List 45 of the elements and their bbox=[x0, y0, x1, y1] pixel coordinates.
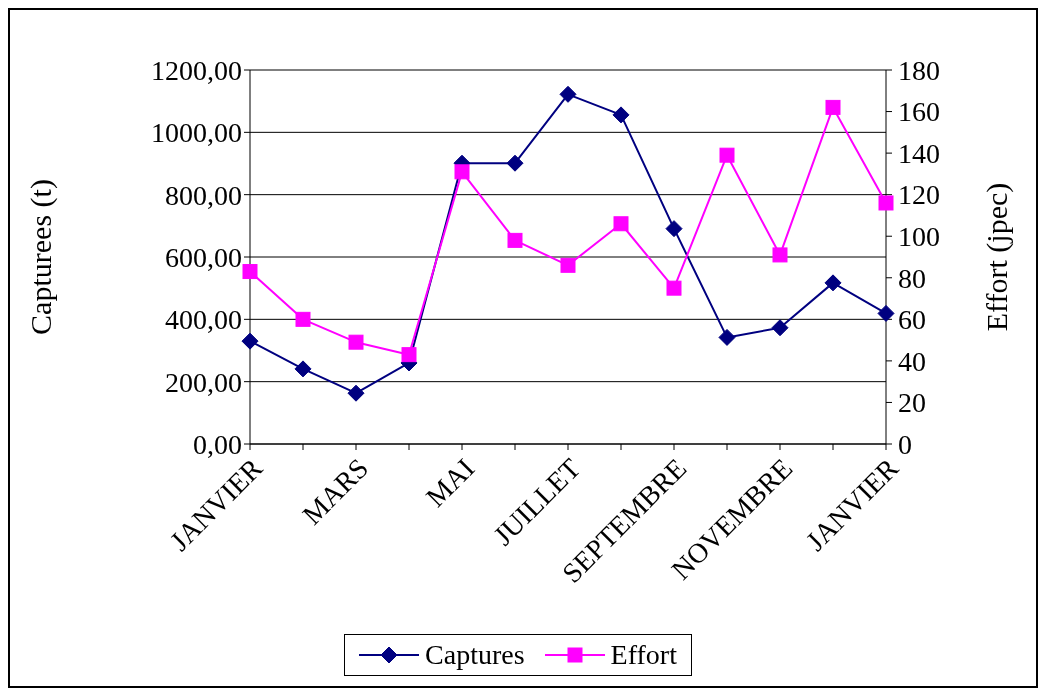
point bbox=[771, 319, 789, 337]
y-tick-label: 600,00 bbox=[165, 241, 242, 273]
legend-label: Effort bbox=[610, 639, 677, 671]
point bbox=[613, 216, 629, 232]
point bbox=[348, 334, 364, 350]
y-axis-title: Capturees (t) bbox=[23, 179, 58, 335]
point bbox=[719, 147, 735, 163]
point bbox=[401, 347, 417, 363]
point bbox=[294, 360, 312, 378]
y-tick-label: 1000,00 bbox=[151, 117, 242, 149]
point bbox=[347, 384, 365, 402]
y2-tick-label: 20 bbox=[898, 387, 926, 419]
point bbox=[241, 332, 259, 350]
y2-tick-label: 60 bbox=[898, 304, 926, 336]
y2-tick-label: 80 bbox=[898, 262, 926, 294]
point bbox=[560, 257, 576, 273]
point bbox=[507, 232, 523, 248]
point bbox=[825, 99, 841, 115]
point bbox=[454, 164, 470, 180]
point bbox=[506, 154, 524, 172]
y-tick-label: 800,00 bbox=[165, 179, 242, 211]
y2-tick-label: 160 bbox=[898, 96, 940, 128]
point bbox=[718, 328, 736, 346]
point bbox=[242, 264, 258, 280]
y2-tick-label: 140 bbox=[898, 137, 940, 169]
point bbox=[665, 220, 683, 238]
y2-tick-label: 120 bbox=[898, 179, 940, 211]
y2-axis-title: Effort (jpec) bbox=[979, 182, 1014, 332]
point bbox=[772, 247, 788, 263]
point bbox=[666, 280, 682, 296]
y-tick-label: 1200,00 bbox=[151, 54, 242, 86]
y2-tick-label: 0 bbox=[898, 428, 912, 460]
y-tick-label: 0,00 bbox=[193, 428, 242, 460]
point bbox=[295, 311, 311, 327]
legend-label: Captures bbox=[425, 639, 525, 671]
y2-tick-label: 40 bbox=[898, 345, 926, 377]
point bbox=[877, 304, 895, 322]
point bbox=[824, 274, 842, 292]
y2-tick-label: 180 bbox=[898, 54, 940, 86]
point bbox=[878, 195, 894, 211]
y2-tick-label: 100 bbox=[898, 221, 940, 253]
y-tick-label: 400,00 bbox=[165, 304, 242, 336]
point bbox=[612, 106, 630, 124]
y-tick-label: 200,00 bbox=[165, 366, 242, 398]
point bbox=[559, 85, 577, 103]
